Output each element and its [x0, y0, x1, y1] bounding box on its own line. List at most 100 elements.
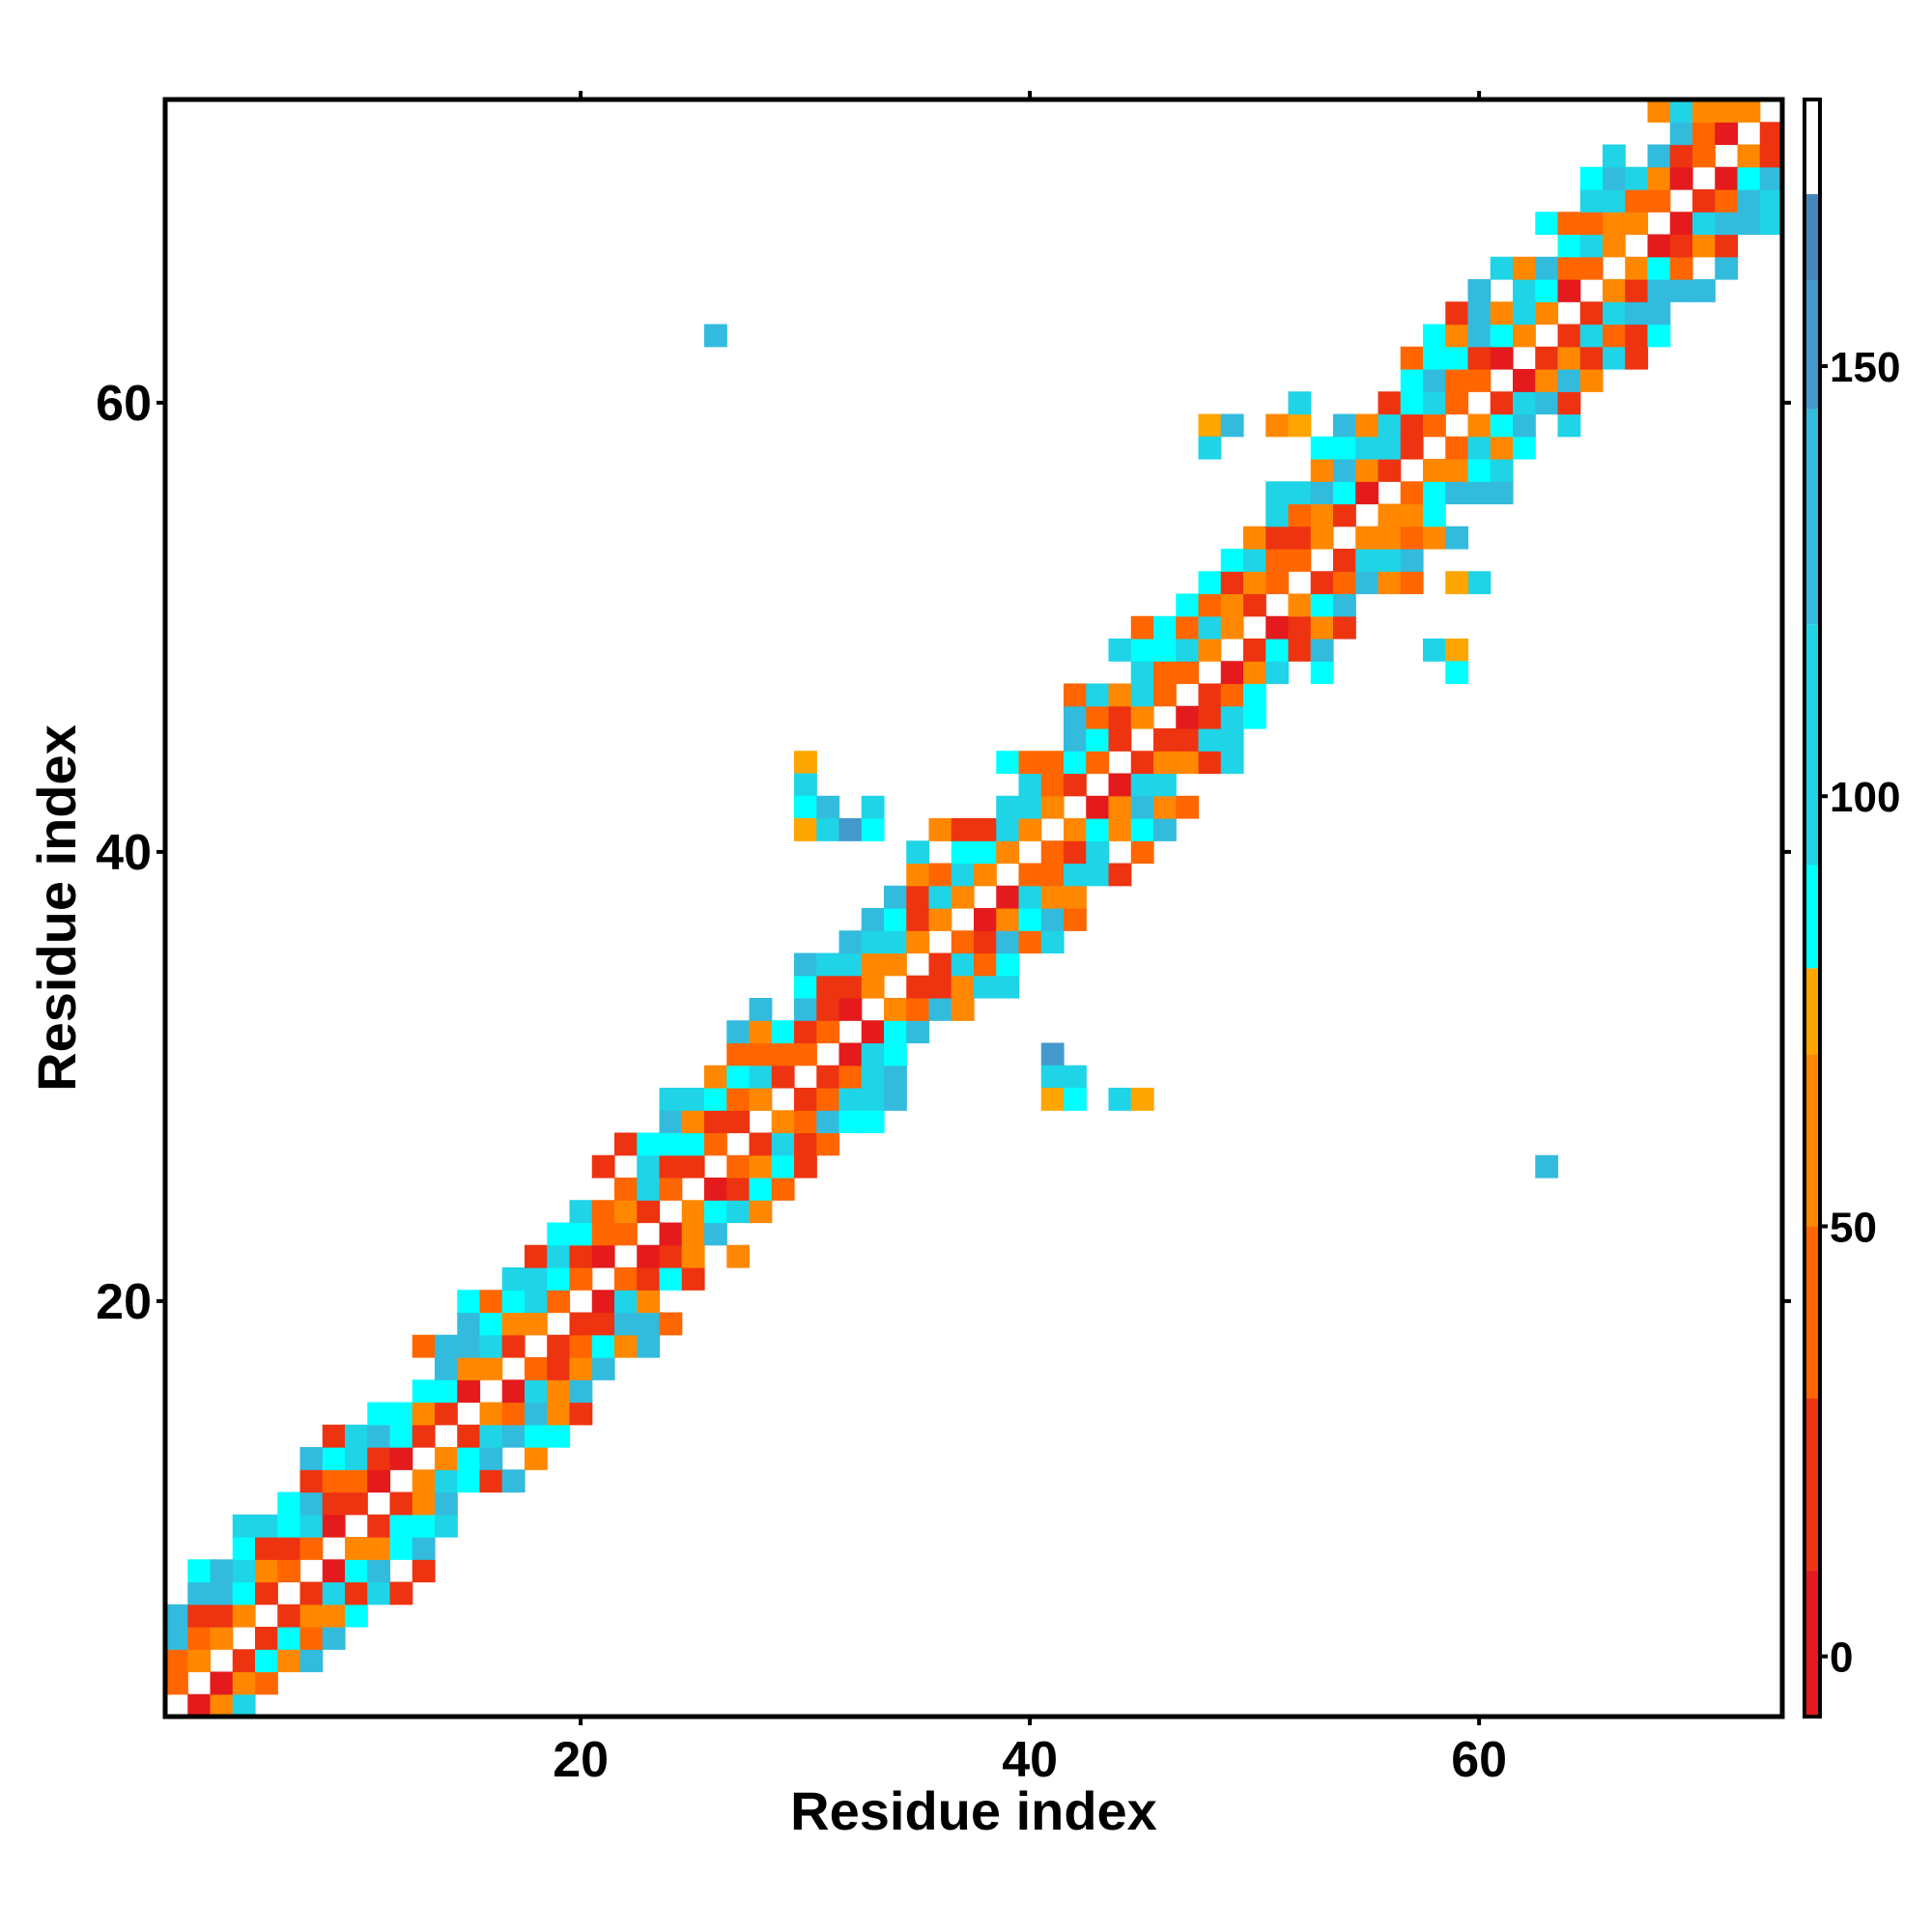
heatmap-cell [659, 1222, 683, 1246]
heatmap-cell [1040, 1088, 1065, 1111]
heatmap-cell [1220, 549, 1244, 572]
heatmap-cell [906, 1020, 930, 1044]
heatmap-cell [367, 1537, 391, 1560]
heatmap-cell [1692, 234, 1716, 258]
heatmap-cell [1086, 863, 1110, 887]
heatmap-cell [1153, 683, 1177, 707]
heatmap-cell [1176, 593, 1200, 617]
heatmap-cell [1064, 1065, 1087, 1089]
colorbar-band [1804, 279, 1820, 410]
heatmap-cell [457, 1357, 481, 1380]
x-tick-label: 60 [1451, 1732, 1507, 1788]
heatmap-cell [1737, 144, 1761, 168]
heatmap-cell [1064, 840, 1087, 865]
heatmap-cell [637, 1244, 661, 1268]
heatmap-cell [479, 1447, 503, 1470]
heatmap-cell [435, 1469, 458, 1493]
heatmap-cell [816, 1110, 840, 1134]
heatmap-cell [299, 1469, 324, 1493]
heatmap-cell [501, 1469, 526, 1493]
heatmap-cell [1378, 391, 1402, 415]
heatmap-cell [479, 1312, 503, 1336]
heatmap-cell [794, 818, 817, 841]
heatmap-cell [1086, 840, 1110, 865]
heatmap-cell [479, 1402, 503, 1426]
heatmap-cell [1355, 459, 1379, 482]
heatmap-cell [1759, 144, 1783, 168]
heatmap-cell [704, 1110, 727, 1134]
heatmap-cell [974, 818, 997, 841]
heatmap-cell [1400, 549, 1424, 572]
heatmap-cell [345, 1559, 368, 1583]
heatmap-cell [1153, 795, 1177, 819]
heatmap-cell [906, 998, 930, 1021]
heatmap-cell [1153, 818, 1177, 841]
heatmap-cell [1018, 908, 1042, 931]
heatmap-cell [1669, 99, 1693, 123]
heatmap-cell [547, 1402, 571, 1426]
heatmap-cell [771, 1065, 795, 1089]
heatmap-cell [479, 1334, 503, 1358]
heatmap-cell [884, 1088, 907, 1111]
heatmap-cell [1737, 166, 1761, 190]
heatmap-cell [1086, 705, 1110, 729]
heatmap-cell [435, 1447, 458, 1470]
heatmap-cell [1040, 1065, 1065, 1089]
heatmap-cell [1400, 346, 1424, 370]
heatmap-cell [726, 1065, 751, 1089]
heatmap-cell [1288, 639, 1312, 662]
heatmap-cell [1220, 683, 1244, 707]
colorbar-tick-label: 100 [1830, 774, 1900, 821]
heatmap-cell [1310, 593, 1334, 617]
heatmap-cell [525, 1379, 548, 1404]
heatmap-cell [1288, 593, 1312, 617]
heatmap-cell [1669, 122, 1693, 146]
heatmap-cell [1557, 256, 1581, 280]
heatmap-cell [1355, 526, 1379, 550]
heatmap-cell [1355, 481, 1379, 505]
heatmap-cell [277, 1649, 301, 1673]
heatmap-cell [771, 1042, 795, 1066]
heatmap-cell [1467, 369, 1492, 392]
heatmap-cell [591, 1357, 615, 1380]
heatmap-cell [277, 1537, 301, 1560]
heatmap-cell [1130, 683, 1154, 707]
y-axis: 20 40 60 [96, 376, 1791, 1330]
heatmap-cell [232, 1514, 256, 1538]
heatmap-cell [1153, 751, 1177, 775]
heatmap-cell [659, 1178, 683, 1201]
heatmap-cell [906, 840, 930, 865]
heatmap-cell [1467, 459, 1492, 482]
heatmap-cell [996, 751, 1020, 775]
colorbar [1804, 99, 1820, 1717]
heatmap-cell [1288, 549, 1312, 572]
heatmap-cell [1130, 1088, 1154, 1111]
heatmap-cell [569, 1222, 593, 1246]
heatmap-cell [591, 1312, 615, 1336]
heatmap-cell [1310, 661, 1334, 685]
heatmap-cell [1064, 751, 1087, 775]
heatmap-cell [435, 1492, 458, 1516]
heatmap-cell [255, 1649, 278, 1673]
heatmap-cell [681, 1267, 705, 1291]
heatmap-cell [525, 1290, 548, 1314]
heatmap-cell [232, 1604, 256, 1628]
heatmap-cell [1040, 751, 1065, 775]
heatmap-cell [771, 1132, 795, 1156]
heatmap-cell [771, 1110, 795, 1134]
heatmap-cell [1423, 369, 1446, 392]
heatmap-cell [1018, 818, 1042, 841]
heatmap-cell [704, 1200, 727, 1224]
heatmap-cell [1130, 773, 1154, 797]
heatmap-cell [1467, 571, 1492, 595]
heatmap-cell [681, 1200, 705, 1224]
heatmap-cell [457, 1447, 481, 1470]
heatmap-cell [299, 1514, 324, 1538]
heatmap-cell [1198, 436, 1222, 460]
heatmap-cell [749, 1088, 773, 1111]
heatmap-cell [1040, 1042, 1065, 1066]
heatmap-cell [1265, 481, 1290, 505]
heatmap-cell [861, 1042, 885, 1066]
heatmap-cell [435, 1402, 458, 1426]
heatmap-cell [974, 952, 997, 977]
